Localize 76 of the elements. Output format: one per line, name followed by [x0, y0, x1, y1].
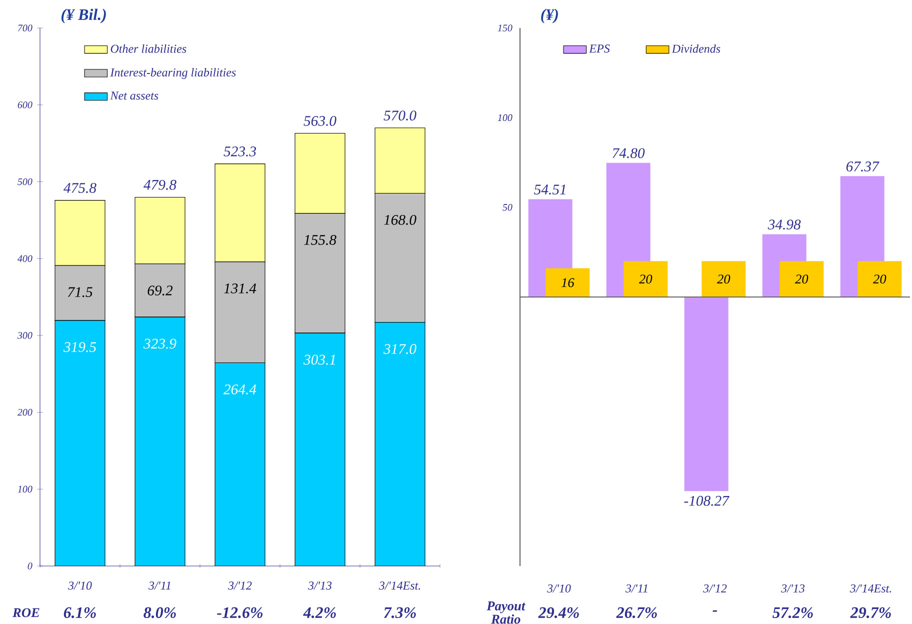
data-label: 323.9 — [143, 338, 176, 349]
data-label: 131.4 — [224, 284, 256, 294]
data-label: 67.37 — [846, 162, 880, 172]
text: Payout Ratio — [486, 602, 526, 624]
legend-label: Dividends — [672, 44, 720, 53]
data-label: 16 — [561, 278, 574, 288]
data-label: 20 — [795, 274, 808, 284]
bar — [294, 332, 346, 566]
total-label: 475.8 — [64, 182, 96, 193]
bar — [546, 268, 590, 297]
data-label: 20 — [873, 274, 886, 284]
x-tick-label: 3/'14Est. — [378, 582, 420, 590]
data-label: 69.2 — [148, 286, 173, 296]
y-tick-label: 300 — [17, 332, 32, 339]
text: 7.3% — [384, 607, 416, 618]
bar — [684, 296, 728, 492]
data-label: 319.5 — [63, 342, 96, 352]
y-tick-label: 700 — [18, 24, 32, 32]
data-label: 155.8 — [304, 235, 336, 245]
data-label: 74.80 — [612, 148, 645, 158]
y-axis-title: (¥) — [541, 8, 558, 24]
text: ROE — [12, 608, 40, 618]
data-label: 20 — [639, 274, 652, 284]
text: -12.6% — [217, 607, 263, 618]
x-tick-label: 3/'10 — [68, 582, 92, 590]
x-tick-label: 3/'12 — [228, 582, 252, 590]
data-label: 317.0 — [383, 344, 416, 354]
bar — [858, 261, 902, 297]
data-label: 34.98 — [768, 220, 801, 230]
y-tick-label: 100 — [498, 114, 512, 122]
data-label: 71.5 — [68, 287, 92, 298]
y-tick-label: 600 — [18, 101, 32, 108]
legend-label: EPS — [589, 44, 610, 53]
total-label: 523.3 — [224, 146, 256, 156]
legend-label: Other liabilities — [110, 44, 186, 53]
y-tick-label: 100 — [18, 486, 32, 493]
bar — [374, 322, 426, 566]
bar — [134, 316, 186, 566]
legend-label: Net assets — [110, 92, 158, 100]
y-tick-label: 400 — [17, 255, 32, 262]
bar — [54, 320, 106, 566]
x-tick-label: 3/'14Est. — [850, 584, 892, 593]
data-label: 303.1 — [303, 354, 335, 365]
text: - — [712, 610, 718, 612]
text: 29.7% — [850, 607, 891, 618]
data-label: 20 — [717, 274, 730, 284]
x-tick-label: 3/'11 — [625, 584, 648, 592]
legend-label: Interest-bearing liabilities — [110, 68, 236, 79]
x-tick-label: 3/'10 — [547, 584, 571, 593]
text: 8.0% — [144, 607, 176, 618]
y-tick-label: 200 — [17, 408, 32, 416]
x-tick-label: 3/'12 — [703, 584, 727, 592]
y-tick-label: 50 — [502, 204, 512, 211]
data-label: 54.51 — [534, 184, 566, 195]
x-tick-label: 3/'11 — [148, 582, 170, 590]
bar — [624, 261, 668, 297]
y-tick-label: 0 — [28, 562, 32, 570]
bar — [780, 261, 824, 297]
text: 57.2% — [772, 607, 813, 618]
bar — [702, 261, 746, 297]
y-axis-title: (¥ Bil.) — [62, 8, 106, 24]
x-tick-label: 3/'13 — [308, 582, 332, 590]
total-label: 563.0 — [304, 116, 336, 126]
data-label: 264.4 — [224, 384, 256, 394]
text: 4.2% — [303, 607, 336, 618]
data-label: -108.27 — [684, 496, 730, 506]
x-tick-label: 3/'13 — [781, 584, 805, 592]
bar — [214, 362, 266, 566]
total-label: 570.0 — [384, 110, 416, 121]
text: 6.1% — [64, 607, 96, 618]
y-tick-label: 500 — [18, 178, 32, 186]
data-label: 168.0 — [384, 214, 416, 225]
text: 26.7% — [616, 607, 657, 618]
total-label: 479.8 — [144, 180, 176, 190]
text: 29.4% — [538, 607, 579, 618]
y-tick-label: 150 — [498, 24, 512, 32]
